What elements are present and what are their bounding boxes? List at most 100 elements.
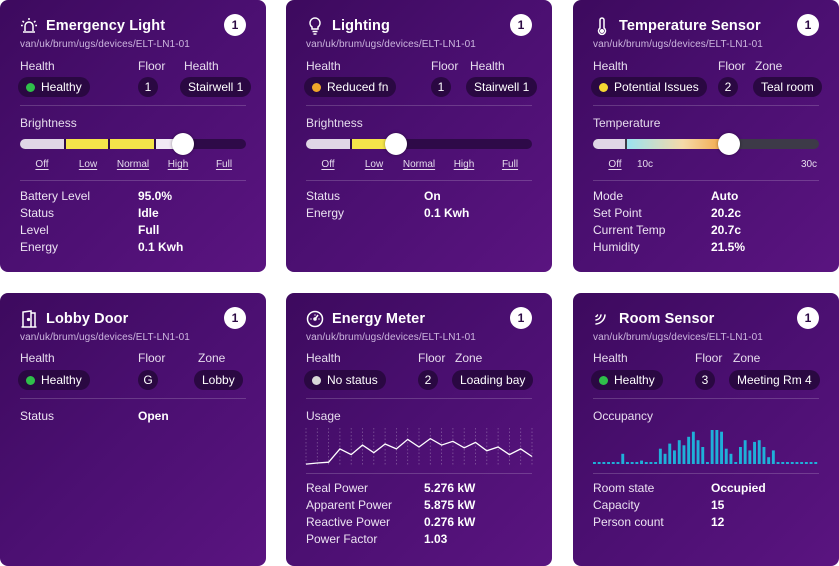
kv-value: 0.276 kW: [424, 515, 476, 529]
zone-label: Health: [184, 59, 219, 73]
zone-label: Zone: [198, 351, 226, 365]
siren-icon: [20, 17, 38, 35]
kv-key: Capacity: [593, 498, 640, 512]
tick-label[interactable]: Full: [215, 159, 233, 170]
door-icon: [20, 310, 38, 328]
kv-key: Person count: [593, 515, 664, 529]
divider: [306, 398, 532, 399]
health-dot: [312, 82, 321, 92]
section-label: Usage: [306, 409, 341, 423]
brightness-slider[interactable]: [20, 139, 246, 149]
occupancy-bar: [743, 440, 747, 464]
occupancy-bar: [616, 462, 620, 464]
kv-key: Status: [20, 409, 55, 423]
health-dot: [26, 82, 35, 92]
card-title: Energy Meter: [332, 311, 426, 327]
kv-key: Status: [306, 189, 341, 203]
lobby-door-card[interactable]: Lobby Door 1 van/uk/brum/ugs/devices/ELT…: [0, 293, 266, 566]
health-status-pill: Healthy: [18, 77, 90, 97]
count-badge: 1: [510, 307, 532, 329]
health-label: Health: [306, 351, 341, 365]
tick-label[interactable]: High: [167, 159, 189, 170]
zone-label: Zone: [755, 59, 783, 73]
occupancy-bar: [729, 453, 733, 464]
health-value: Potential Issues: [614, 80, 699, 94]
health-value: No status: [327, 373, 378, 387]
count-badge: 1: [224, 14, 246, 36]
brightness-slider-handle[interactable]: [171, 133, 194, 155]
device-path: van/uk/brum/ugs/devices/ELT-LN1-01: [306, 39, 476, 50]
tick-label[interactable]: Off: [321, 159, 335, 170]
occupancy-bar: [762, 447, 766, 464]
temperature-slider-handle[interactable]: [717, 133, 740, 155]
signal-waves-icon: [593, 310, 611, 328]
health-status-pill: Potential Issues: [591, 77, 707, 97]
tick-label[interactable]: High: [453, 159, 475, 170]
temperature-slider[interactable]: [593, 139, 819, 149]
occupancy-bar: [630, 462, 634, 464]
card-title: Lighting: [332, 18, 390, 34]
health-value: Reduced fn: [327, 80, 389, 94]
count-badge: 1: [510, 14, 532, 36]
brightness-slider-handle[interactable]: [385, 133, 408, 155]
health-label: Health: [593, 59, 628, 73]
kv-value: 20.7c: [711, 223, 742, 237]
occupancy-bar: [691, 431, 695, 464]
tick-label[interactable]: Low: [364, 159, 384, 170]
kv-value: 0.1 Kwh: [138, 240, 184, 254]
tick-label[interactable]: Off: [35, 159, 49, 170]
health-status-pill: Healthy: [591, 370, 663, 390]
card-title: Lobby Door: [46, 311, 129, 327]
occupancy-bar: [804, 462, 808, 464]
occupancy-bar: [814, 462, 818, 464]
zone-label: Zone: [733, 351, 761, 365]
floor-value: 1: [431, 77, 451, 97]
brightness-slider[interactable]: [306, 139, 532, 149]
kv-key: Energy: [20, 240, 59, 254]
tick-label: 30c: [800, 159, 818, 170]
health-label: Health: [20, 351, 55, 365]
health-status-pill: Reduced fn: [304, 77, 397, 97]
tick-label[interactable]: Normal: [116, 159, 150, 170]
kv-value: On: [424, 189, 441, 203]
kv-value: 15: [711, 498, 725, 512]
divider: [306, 105, 532, 106]
floor-value: 2: [418, 370, 438, 390]
occupancy-bar: [781, 462, 785, 464]
zone-value: Loading bay: [452, 370, 534, 390]
tick-label[interactable]: Normal: [402, 159, 436, 170]
occupancy-bar: [597, 462, 601, 464]
occupancy-bar: [658, 448, 662, 464]
occupancy-bar: [809, 462, 813, 464]
occupancy-bar: [602, 462, 606, 464]
card-title: Emergency Light: [46, 18, 166, 34]
device-path: van/uk/brum/ugs/devices/ELT-LN1-01: [306, 332, 476, 343]
occupancy-bar: [701, 447, 705, 464]
lighting-card[interactable]: Lighting 1 van/uk/brum/ugs/devices/ELT-L…: [286, 0, 552, 272]
kv-value: Idle: [138, 206, 159, 220]
energy-meter-card[interactable]: Energy Meter 1 van/uk/brum/ugs/devices/E…: [286, 293, 552, 566]
room-sensor-card[interactable]: Room Sensor 1 van/uk/brum/ugs/devices/EL…: [573, 293, 839, 566]
lightbulb-icon: [306, 17, 324, 35]
floor-value: 1: [138, 77, 158, 97]
health-dot: [599, 82, 608, 92]
kv-value: 5.875 kW: [424, 498, 476, 512]
kv-key: Mode: [593, 189, 624, 203]
occupancy-bar: [734, 462, 738, 464]
tick-label[interactable]: Low: [78, 159, 98, 170]
temperature-sensor-card[interactable]: Temperature Sensor 1 van/uk/brum/ugs/dev…: [573, 0, 839, 272]
emergency-light-card[interactable]: Emergency Light 1 van/uk/brum/ugs/device…: [0, 0, 266, 272]
thermometer-icon: [593, 17, 611, 36]
kv-key: Real Power: [306, 481, 369, 495]
occupancy-bar: [644, 462, 648, 464]
health-value: Healthy: [614, 373, 655, 387]
tick-label[interactable]: Off: [608, 159, 622, 170]
occupancy-bar: [654, 462, 658, 464]
divider: [306, 473, 532, 474]
section-label: Brightness: [20, 116, 77, 130]
kv-value: Occupied: [711, 481, 766, 495]
kv-value: Open: [138, 409, 169, 423]
card-title: Room Sensor: [619, 311, 715, 327]
tick-label[interactable]: Full: [501, 159, 519, 170]
health-label: Health: [593, 351, 628, 365]
